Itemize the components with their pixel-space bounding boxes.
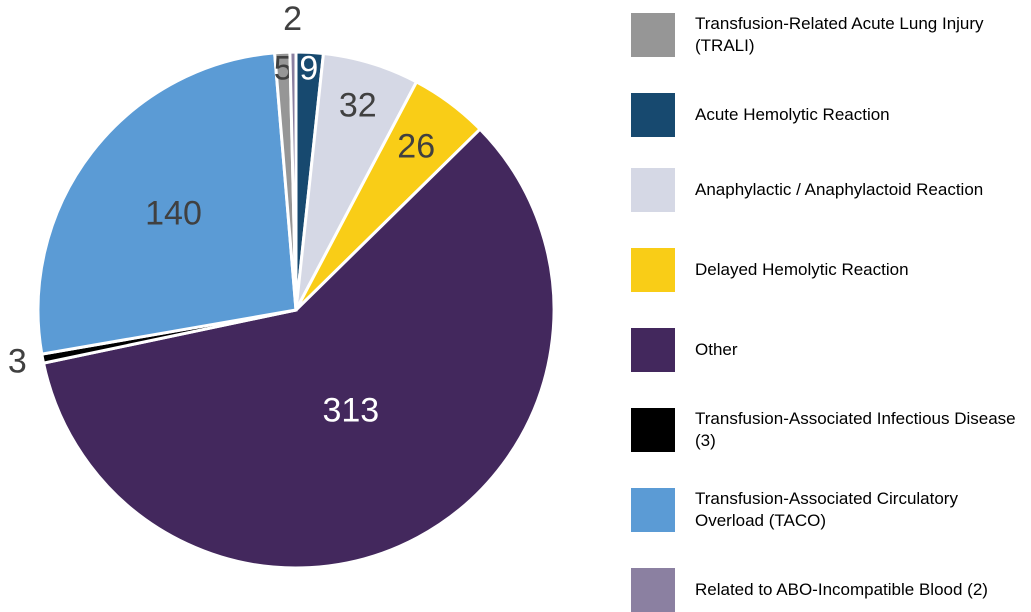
legend-label: Transfusion-Associated Infectious Diseas… xyxy=(695,409,1016,450)
legend-item: Acute Hemolytic Reaction xyxy=(631,93,1031,137)
legend-label: Transfusion-Associated Circulatory Overl… xyxy=(695,489,958,530)
legend-swatch xyxy=(631,93,675,137)
legend-item: Transfusion-Associated Infectious Diseas… xyxy=(631,408,1031,452)
data-label: 3 xyxy=(8,342,27,380)
legend-swatch xyxy=(631,328,675,372)
legend-label: Transfusion-Related Acute Lung Injury (T… xyxy=(695,14,984,55)
data-label: 313 xyxy=(322,391,379,429)
legend-item: Related to ABO-Incompatible Blood (2) xyxy=(631,568,1031,612)
legend-swatch xyxy=(631,568,675,612)
data-label: 9 xyxy=(299,49,318,87)
legend-label: Other xyxy=(695,340,738,359)
legend-swatch xyxy=(631,168,675,212)
data-label: 32 xyxy=(339,87,377,125)
pie-chart: 9 32 26 313 3 140 5 2 xyxy=(8,0,556,570)
legend-swatch xyxy=(631,248,675,292)
legend-label: Anaphylactic / Anaphylactoid Reaction xyxy=(695,180,984,199)
legend-item: Other xyxy=(631,328,1031,372)
data-label: 5 xyxy=(274,49,293,87)
legend-label: Acute Hemolytic Reaction xyxy=(695,105,890,124)
legend-swatch xyxy=(631,488,675,532)
legend-item: Anaphylactic / Anaphylactoid Reaction xyxy=(631,168,1031,212)
legend-item: Transfusion-Associated Circulatory Overl… xyxy=(631,488,1031,532)
data-label: 140 xyxy=(145,194,202,232)
data-label: 2 xyxy=(283,0,302,38)
legend-swatch xyxy=(631,13,675,57)
legend-item: Transfusion-Related Acute Lung Injury (T… xyxy=(631,13,1031,57)
pie-slice xyxy=(41,127,556,570)
pie-slice xyxy=(36,51,298,356)
legend-swatch xyxy=(631,408,675,452)
legend-item: Delayed Hemolytic Reaction xyxy=(631,248,1031,292)
legend-label: Delayed Hemolytic Reaction xyxy=(695,260,909,279)
data-label: 26 xyxy=(397,128,435,166)
legend-label: Related to ABO-Incompatible Blood (2) xyxy=(695,580,988,599)
pie-slice xyxy=(288,50,298,311)
